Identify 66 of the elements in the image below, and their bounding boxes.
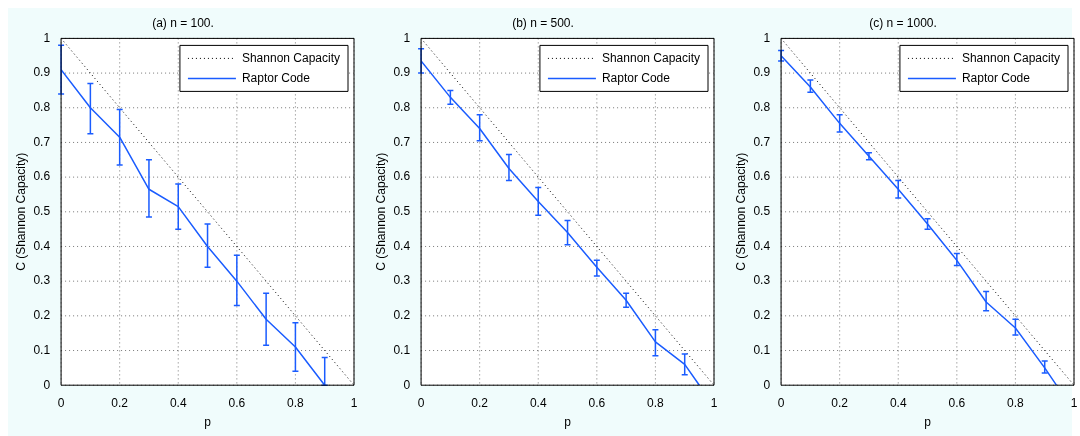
y-axis-title: C (Shannon Capacity) <box>733 152 748 271</box>
chart-title: (b) n = 500. <box>512 15 574 30</box>
y-tick-label: 0.8 <box>393 100 411 115</box>
y-tick-label: 0.4 <box>33 238 51 253</box>
legend-label: Raptor Code <box>241 70 311 85</box>
y-tick-label: 0.2 <box>753 308 771 323</box>
y-tick-label: 1 <box>763 30 771 45</box>
y-tick-label: 0.3 <box>33 273 51 288</box>
x-tick-label: 0.2 <box>471 395 489 410</box>
y-tick-label: 0.9 <box>393 65 411 80</box>
y-tick-label: 1 <box>403 30 411 45</box>
y-tick-label: 0.5 <box>753 204 771 219</box>
y-tick-label: 0.7 <box>393 134 411 149</box>
y-tick-label: 0.9 <box>753 65 771 80</box>
x-tick-label: 0.8 <box>287 395 305 410</box>
x-tick-label: 0.2 <box>831 395 849 410</box>
y-tick-label: 0.8 <box>33 100 51 115</box>
y-tick-label: 0.1 <box>33 342 51 357</box>
y-tick-label: 0.9 <box>33 65 51 80</box>
y-tick-label: 0.6 <box>393 169 411 184</box>
legend-label: Shannon Capacity <box>601 50 701 65</box>
y-tick-label: 0.8 <box>753 100 771 115</box>
legend-label: Shannon Capacity <box>241 50 341 65</box>
y-tick-label: 0.1 <box>393 342 411 357</box>
x-tick-label: 0.4 <box>529 395 547 410</box>
y-tick-label: 0.4 <box>753 238 771 253</box>
y-tick-label: 1 <box>43 30 51 45</box>
y-tick-label: 0.3 <box>393 273 411 288</box>
x-axis-title: p <box>204 415 212 430</box>
y-axis-title: C (Shannon Capacity) <box>13 152 28 271</box>
y-tick-label: 0.1 <box>753 342 771 357</box>
x-tick-label: 0 <box>777 395 785 410</box>
y-tick-label: 0 <box>43 377 51 392</box>
x-tick-label: 0.4 <box>889 395 907 410</box>
legend-label: Shannon Capacity <box>961 50 1061 65</box>
x-tick-label: 0.8 <box>647 395 665 410</box>
y-tick-label: 0.2 <box>33 308 51 323</box>
x-tick-label: 0 <box>57 395 65 410</box>
y-tick-label: 0.4 <box>393 238 411 253</box>
y-tick-label: 0 <box>403 377 411 392</box>
x-tick-label: 0.2 <box>111 395 129 410</box>
x-tick-label: 1 <box>350 395 358 410</box>
x-tick-label: 0.8 <box>1007 395 1025 410</box>
x-axis-title: p <box>924 415 932 430</box>
y-tick-label: 0.6 <box>753 169 771 184</box>
chart-title: (a) n = 100. <box>152 15 214 30</box>
y-axis-title: C (Shannon Capacity) <box>373 152 388 271</box>
y-tick-label: 0 <box>763 377 771 392</box>
x-axis-title: p <box>564 415 572 430</box>
y-tick-label: 0.7 <box>33 134 51 149</box>
y-tick-label: 0.7 <box>753 134 771 149</box>
x-tick-label: 1 <box>710 395 718 410</box>
x-tick-label: 0.4 <box>169 395 187 410</box>
x-tick-label: 0.6 <box>588 395 606 410</box>
chart-title: (c) n = 1000. <box>869 15 937 30</box>
y-tick-label: 0.6 <box>33 169 51 184</box>
y-tick-label: 0.3 <box>753 273 771 288</box>
y-tick-label: 0.2 <box>393 308 411 323</box>
x-tick-label: 0 <box>417 395 425 410</box>
y-tick-label: 0.5 <box>393 204 411 219</box>
x-tick-label: 0.6 <box>228 395 246 410</box>
x-tick-label: 1 <box>1070 395 1078 410</box>
y-tick-label: 0.5 <box>33 204 51 219</box>
x-tick-label: 0.6 <box>948 395 966 410</box>
legend-label: Raptor Code <box>601 70 671 85</box>
legend-label: Raptor Code <box>961 70 1031 85</box>
